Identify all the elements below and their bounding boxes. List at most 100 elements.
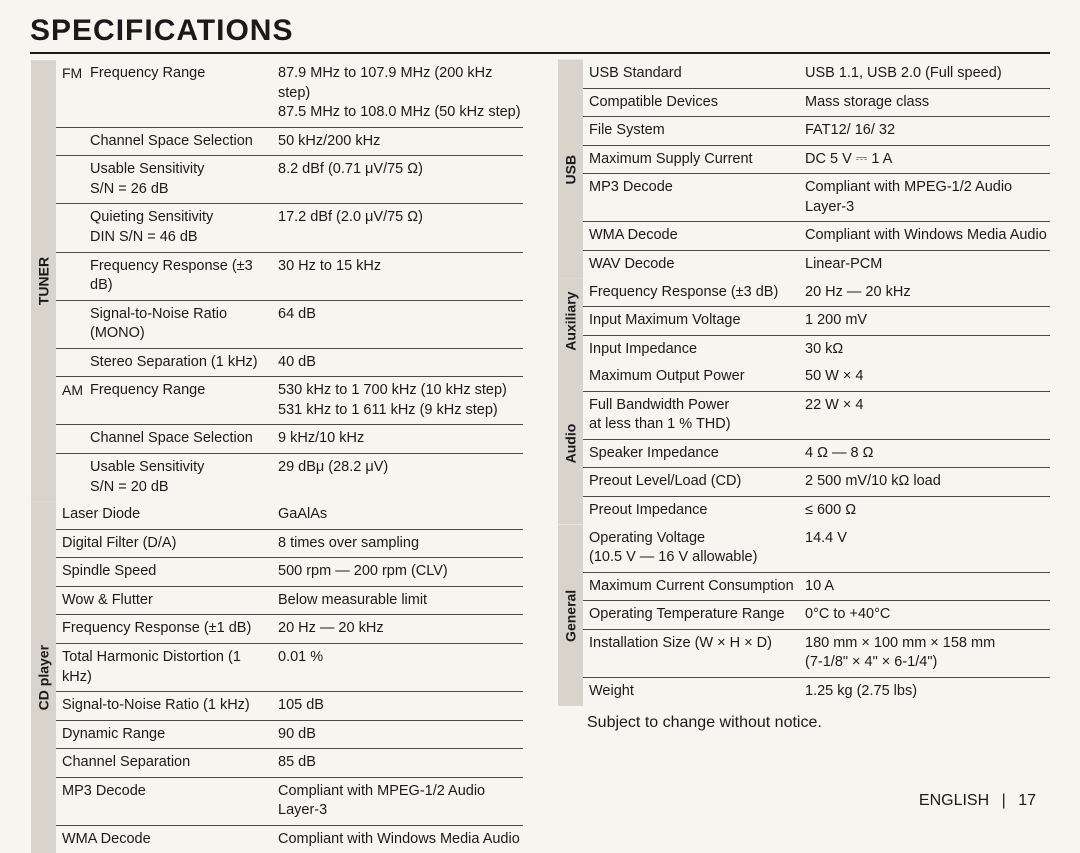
spec-label: MP3 Decode	[62, 782, 278, 802]
spec-value: 1.25 kg (2.75 lbs)	[805, 682, 1050, 702]
sub-label: FM	[62, 64, 90, 83]
spec-row: Installation Size (W × H × D)180 mm × 10…	[583, 630, 1050, 678]
spec-label: Frequency Range	[90, 381, 278, 401]
spec-row: Laser DiodeGaAlAs	[56, 501, 523, 530]
spec-row: Channel Space Selection9 kHz/10 kHz	[56, 425, 523, 454]
spec-value: 0°C to +40°C	[805, 605, 1050, 625]
spec-row: Digital Filter (D/A)8 times over samplin…	[56, 530, 523, 559]
spec-value: 30 kΩ	[805, 340, 1050, 360]
spec-value: Below measurable limit	[278, 591, 523, 611]
spec-label: MP3 Decode	[589, 178, 805, 198]
spec-row: WMA DecodeCompliant with Windows Media A…	[56, 826, 523, 853]
spec-value: 64 dB	[278, 305, 523, 325]
category-label: General	[557, 525, 583, 706]
spec-value: Compliant with MPEG-1/2 Audio Layer-3	[805, 178, 1050, 217]
rows-container: Maximum Output Power50 W × 4 Full Bandwid…	[583, 363, 1050, 524]
spec-row: Signal-to-Noise Ratio (MONO)64 dB	[56, 301, 523, 349]
spec-value: 17.2 dBf (2.0 μV/75 Ω)	[278, 208, 523, 228]
spec-value: Mass storage class	[805, 93, 1050, 113]
change-notice: Subject to change without notice.	[587, 714, 1050, 732]
spec-row: WAV DecodeLinear-PCM	[583, 251, 1050, 279]
spec-label: WMA Decode	[62, 830, 278, 850]
spec-value: ≤ 600 Ω	[805, 501, 1050, 521]
spec-label: Quieting Sensitivity DIN S/N = 46 dB	[90, 208, 278, 247]
spec-section: AuxiliaryFrequency Response (±3 dB)20 Hz…	[557, 279, 1050, 364]
category-label: Audio	[557, 363, 583, 524]
spec-label: Dynamic Range	[62, 725, 278, 745]
spec-value: 0.01 %	[278, 648, 523, 668]
left-column: TUNERFMFrequency Range87.9 MHz to 107.9 …	[30, 60, 523, 853]
spec-value: 500 rpm — 200 rpm (CLV)	[278, 562, 523, 582]
spec-row: Dynamic Range90 dB	[56, 721, 523, 750]
spec-value: USB 1.1, USB 2.0 (Full speed)	[805, 64, 1050, 84]
spec-row: Frequency Response (±3 dB)20 Hz — 20 kHz	[583, 279, 1050, 308]
spec-row: File SystemFAT12/ 16/ 32	[583, 117, 1050, 146]
spec-label: Frequency Response (±1 dB)	[62, 619, 278, 639]
spec-value: Compliant with Windows Media Audio	[805, 226, 1050, 246]
spec-row: Maximum Supply CurrentDC 5 V ⎓ 1 A	[583, 146, 1050, 175]
spec-value: Compliant with MPEG-1/2 Audio Layer-3	[278, 782, 523, 821]
spec-value: 50 kHz/200 kHz	[278, 132, 523, 152]
spec-row: Quieting Sensitivity DIN S/N = 46 dB17.2…	[56, 204, 523, 252]
spec-label: Input Impedance	[589, 340, 805, 360]
spec-label: Digital Filter (D/A)	[62, 534, 278, 554]
spec-row: USB StandardUSB 1.1, USB 2.0 (Full speed…	[583, 60, 1050, 89]
spec-label: Signal-to-Noise Ratio (MONO)	[90, 305, 278, 344]
spec-row: Preout Impedance≤ 600 Ω	[583, 497, 1050, 525]
spec-row: Speaker Impedance4 Ω — 8 Ω	[583, 440, 1050, 469]
page-title: SPECIFICATIONS	[30, 14, 1050, 48]
spec-label: Operating Voltage (10.5 V — 16 V allowab…	[589, 529, 805, 568]
spec-row: Stereo Separation (1 kHz)40 dB	[56, 349, 523, 378]
spec-row: Full Bandwidth Power at less than 1 % TH…	[583, 392, 1050, 440]
spec-row: Wow & FlutterBelow measurable limit	[56, 587, 523, 616]
footer-lang: ENGLISH	[919, 792, 989, 809]
spec-value: 30 Hz to 15 kHz	[278, 257, 523, 277]
spec-label: Frequency Response (±3 dB)	[90, 257, 278, 296]
spec-label: Preout Impedance	[589, 501, 805, 521]
spec-row: Frequency Response (±1 dB)20 Hz — 20 kHz	[56, 615, 523, 644]
spec-label: Channel Space Selection	[90, 429, 278, 449]
spec-row: Usable Sensitivity S/N = 26 dB8.2 dBf (0…	[56, 156, 523, 204]
spec-row: MP3 DecodeCompliant with MPEG-1/2 Audio …	[583, 174, 1050, 222]
spec-columns: TUNERFMFrequency Range87.9 MHz to 107.9 …	[30, 60, 1050, 853]
rows-container: USB StandardUSB 1.1, USB 2.0 (Full speed…	[583, 60, 1050, 279]
spec-label: Total Harmonic Distortion (1 kHz)	[62, 648, 278, 687]
spec-label: Operating Temperature Range	[589, 605, 805, 625]
spec-label: Speaker Impedance	[589, 444, 805, 464]
category-label: Auxiliary	[557, 279, 583, 364]
spec-label: Weight	[589, 682, 805, 702]
spec-row: Maximum Output Power50 W × 4	[583, 363, 1050, 392]
spec-label: WAV Decode	[589, 255, 805, 275]
spec-value: 8.2 dBf (0.71 μV/75 Ω)	[278, 160, 523, 180]
spec-row: Total Harmonic Distortion (1 kHz)0.01 %	[56, 644, 523, 692]
spec-label: Usable Sensitivity S/N = 20 dB	[90, 458, 278, 497]
spec-label: USB Standard	[589, 64, 805, 84]
spec-value: Linear-PCM	[805, 255, 1050, 275]
spec-value: 10 A	[805, 577, 1050, 597]
spec-value: 4 Ω — 8 Ω	[805, 444, 1050, 464]
spec-value: 22 W × 4	[805, 396, 1050, 416]
spec-section: AudioMaximum Output Power50 W × 4 Full Ba…	[557, 363, 1050, 524]
spec-value: FAT12/ 16/ 32	[805, 121, 1050, 141]
spec-label: Frequency Range	[90, 64, 278, 84]
sub-label: AM	[62, 381, 90, 400]
spec-value: 87.9 MHz to 107.9 MHz (200 kHz step) 87.…	[278, 64, 523, 123]
spec-value: 9 kHz/10 kHz	[278, 429, 523, 449]
spec-row: Preout Level/Load (CD)2 500 mV/10 kΩ loa…	[583, 468, 1050, 497]
spec-row: Input Impedance30 kΩ	[583, 336, 1050, 364]
rows-container: Frequency Response (±3 dB)20 Hz — 20 kHz…	[583, 279, 1050, 364]
spec-row: Spindle Speed500 rpm — 200 rpm (CLV)	[56, 558, 523, 587]
spec-label: Laser Diode	[62, 505, 278, 525]
spec-section: CD playerLaser DiodeGaAlAsDigital Filter…	[30, 501, 523, 853]
spec-label: Input Maximum Voltage	[589, 311, 805, 331]
rows-container: FMFrequency Range87.9 MHz to 107.9 MHz (…	[56, 60, 523, 501]
footer-sep: |	[1002, 792, 1006, 809]
spec-label: Full Bandwidth Power at less than 1 % TH…	[589, 396, 805, 435]
spec-row: MP3 DecodeCompliant with MPEG-1/2 Audio …	[56, 778, 523, 826]
spec-row: Usable Sensitivity S/N = 20 dB29 dBμ (28…	[56, 454, 523, 501]
spec-label: Wow & Flutter	[62, 591, 278, 611]
spec-row: Channel Separation85 dB	[56, 749, 523, 778]
spec-label: Stereo Separation (1 kHz)	[90, 353, 278, 373]
category-label: CD player	[30, 501, 56, 853]
rows-container: Laser DiodeGaAlAsDigital Filter (D/A)8 t…	[56, 501, 523, 853]
